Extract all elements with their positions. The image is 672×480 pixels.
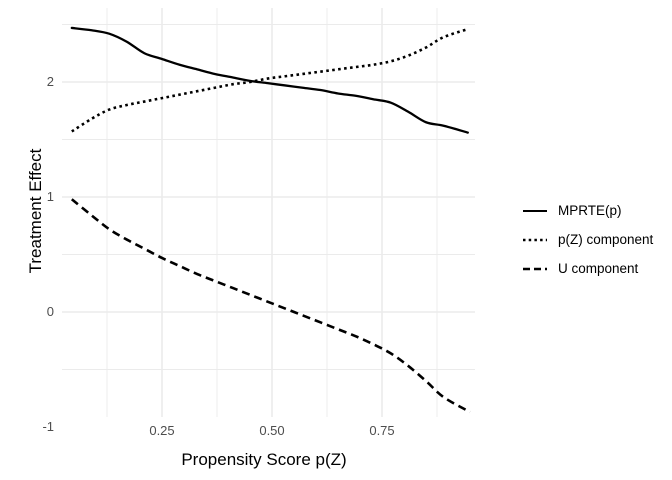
x-tick-label: 0.75 <box>369 423 395 438</box>
y-tick-label: 1 <box>46 189 54 204</box>
series-line-solid <box>70 26 469 134</box>
legend-item: U component <box>520 254 670 283</box>
panel-background <box>62 8 475 417</box>
series-line-dotted <box>71 27 469 133</box>
legend-key-solid-icon <box>520 201 550 221</box>
chart-legend: MPRTE(p) p(Z) component U component <box>520 196 670 283</box>
x-tick-label: 0.50 <box>259 423 285 438</box>
x-axis-title: Propensity Score p(Z) <box>181 450 347 469</box>
legend-item: MPRTE(p) <box>520 196 670 225</box>
legend-key-dashed-icon <box>520 259 550 279</box>
legend-key-dotted-icon <box>520 230 550 250</box>
y-tick-label: 0 <box>46 304 54 319</box>
y-tick-label: 2 <box>46 74 54 89</box>
legend-label: MPRTE(p) <box>558 203 622 218</box>
series-line-dashed <box>70 198 471 414</box>
x-tick-label: 0.25 <box>149 423 175 438</box>
legend-item: p(Z) component <box>520 225 670 254</box>
y-tick-label: -1 <box>42 419 54 434</box>
legend-label: U component <box>558 261 639 276</box>
legend-label: p(Z) component <box>558 232 654 247</box>
y-axis-title: Treatment Effect <box>26 148 45 274</box>
